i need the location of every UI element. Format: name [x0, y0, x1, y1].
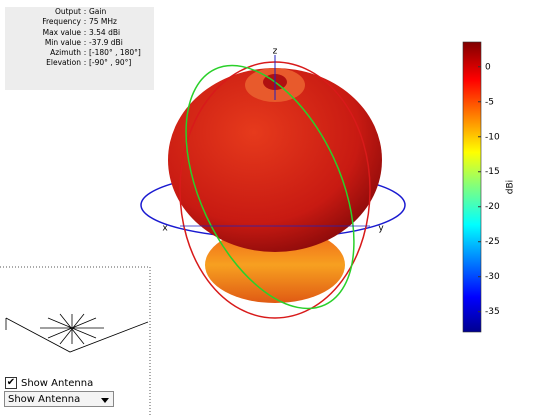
info-value: 3.54 dBi — [89, 27, 121, 37]
colorbar-tick-label: -25 — [485, 237, 500, 247]
info-row: Min value: -37.9 dBi — [5, 38, 154, 48]
colorbar-tick-label: -5 — [485, 97, 494, 107]
info-key: Elevation — [46, 58, 81, 68]
info-value: Gain — [89, 7, 107, 16]
info-key: Frequency — [42, 17, 81, 27]
main-lobe — [168, 68, 382, 252]
info-row: Output: Gain — [5, 7, 154, 17]
info-sep: : — [83, 48, 87, 58]
info-sep: : — [83, 7, 87, 16]
colorbar-tick-label: -35 — [485, 307, 500, 317]
info-value: [-90° , 90°] — [89, 58, 132, 68]
colorbar — [462, 41, 482, 333]
info-row: Elevation: [-90° , 90°] — [5, 58, 154, 68]
info-panel: Output: Gain Frequency:75 MHz Max value:3.5… — [5, 7, 154, 90]
info-value: 75 MHz — [89, 17, 117, 27]
info-row: Azimuth: [-180° , 180°] — [5, 48, 154, 58]
y-label: y — [378, 224, 384, 234]
info-sep: : — [83, 37, 87, 47]
antenna-view-border — [0, 266, 151, 417]
info-row: Frequency:75 MHz — [5, 17, 154, 27]
x-label: x — [162, 224, 168, 234]
info-key: Output — [54, 7, 81, 16]
info-key: Min value — [44, 37, 81, 47]
colorbar-tick-label: 0 — [485, 62, 491, 72]
colorbar-tick-label: -30 — [485, 272, 500, 282]
info-value: -37.9 dBi — [89, 37, 123, 47]
info-row: Max value:3.54 dBi — [5, 28, 154, 38]
info-key: Max value — [42, 27, 81, 37]
checkbox-label[interactable]: Show Antenna — [21, 377, 94, 389]
z-label: z — [273, 47, 278, 57]
antenna-icon — [5, 313, 149, 353]
colorbar-label: dBi — [506, 180, 516, 194]
colorbar-tick-label: -20 — [485, 202, 500, 212]
antenna-dropdown[interactable]: Show Antenna — [4, 391, 114, 407]
colorbar-tick-label: -10 — [485, 132, 500, 142]
elevation-circle-2 — [185, 64, 355, 310]
info-value: [-180° , 180°] — [89, 48, 141, 58]
info-sep: : — [83, 58, 87, 68]
colorbar-tick-label: -15 — [485, 167, 500, 177]
info-key: Azimuth — [50, 48, 81, 58]
info-sep: : — [83, 17, 87, 27]
checkbox-box[interactable]: ✔ — [5, 377, 17, 389]
info-sep: : — [83, 27, 87, 37]
show-antenna-checkbox[interactable]: ✔ Show Antenna — [5, 377, 93, 389]
